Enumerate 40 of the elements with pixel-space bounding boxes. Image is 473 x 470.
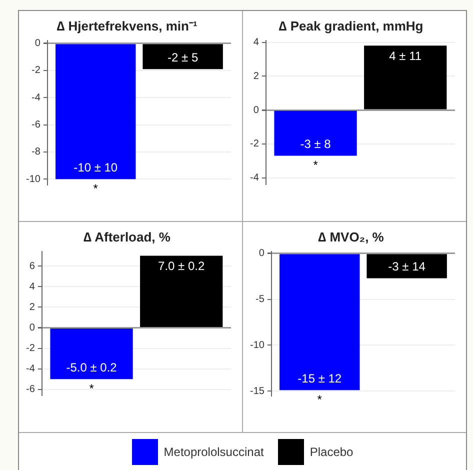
- y-tick-label: -5: [256, 294, 265, 306]
- y-tick-label: 4: [29, 281, 36, 292]
- y-tick-label: -6: [26, 384, 36, 396]
- chart-title: ∆ Afterload, %: [84, 229, 171, 244]
- annotation: *: [317, 392, 322, 406]
- data-label: 4 ± 11: [389, 48, 422, 63]
- data-label: -10 ± 10: [74, 160, 118, 174]
- chart-title: ∆ MVO₂, %: [318, 229, 384, 244]
- y-tick-label: 0: [34, 38, 41, 50]
- data-label: -2 ± 5: [168, 50, 198, 64]
- data-label: -15 ± 12: [298, 371, 342, 386]
- y-tick-label: -10: [250, 340, 265, 351]
- data-label: -3 ± 8: [300, 137, 332, 152]
- y-tick-label: -15: [250, 386, 265, 397]
- legend-label: Placebo: [310, 445, 354, 459]
- y-tick-label: 2: [29, 302, 36, 313]
- y-tick-label: -4: [26, 364, 36, 375]
- y-tick-label: -2: [26, 343, 36, 354]
- y-tick-label: 0: [258, 248, 265, 260]
- y-tick-label: -4: [250, 172, 260, 184]
- y-tick-label: 2: [253, 70, 260, 82]
- data-label: 7.0 ± 0.2: [158, 259, 205, 274]
- y-tick-label: -10: [26, 174, 41, 185]
- y-tick-label: -6: [32, 120, 41, 131]
- annotation: *: [93, 181, 98, 196]
- annotation: *: [89, 381, 94, 396]
- legend-label: Metoprololsuccinat: [164, 445, 264, 459]
- y-tick-label: -2: [32, 65, 41, 76]
- data-label: -3 ± 14: [388, 260, 426, 274]
- y-tick-label: 6: [29, 260, 36, 272]
- y-tick-label: 4: [253, 37, 260, 48]
- chart-title: ∆ Peak gradient, mmHg: [278, 18, 424, 34]
- y-tick-label: 0: [253, 104, 260, 116]
- chart-title: ∆ Hjertefrekvens, min⁻¹: [56, 18, 198, 34]
- y-tick-label: -2: [250, 138, 260, 150]
- data-label: -5.0 ± 0.2: [66, 360, 118, 374]
- y-tick-label: -8: [32, 146, 41, 158]
- y-tick-label: -4: [32, 92, 41, 104]
- y-tick-label: 0: [29, 322, 36, 334]
- annotation: *: [313, 158, 318, 172]
